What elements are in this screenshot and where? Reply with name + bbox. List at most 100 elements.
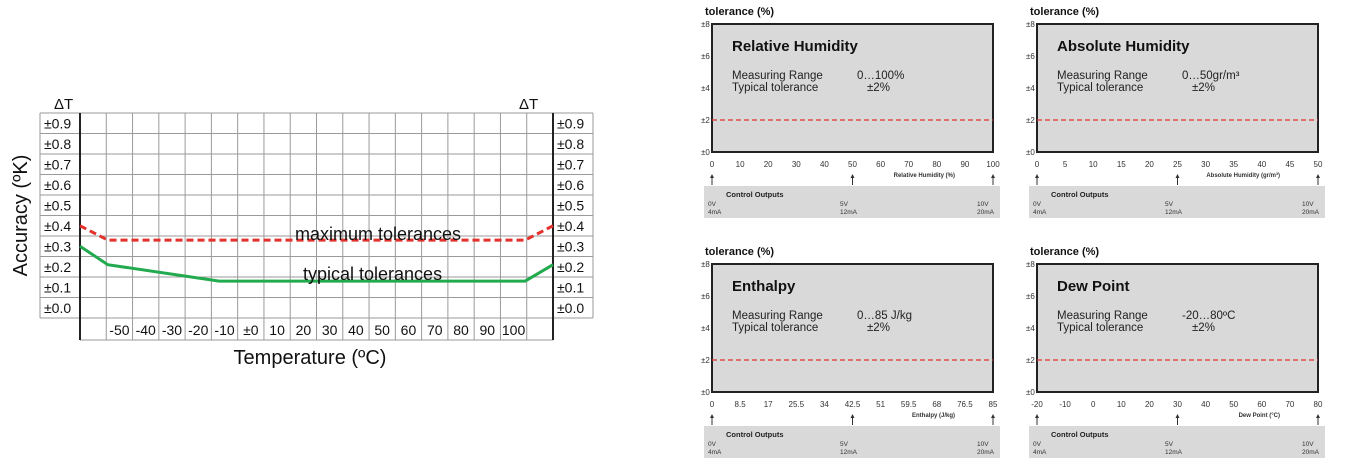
panel-output-current: 12mA xyxy=(1165,449,1183,456)
y-tick-label-left: ±0.6 xyxy=(44,177,71,193)
panel-y-tick-label: ±0 xyxy=(1026,148,1035,157)
panel-xlabel: Enthalpy (J/kg) xyxy=(912,413,955,419)
panel-y-tick-label: ±8 xyxy=(701,260,710,269)
panel-tolerance-value: ±2% xyxy=(1192,82,1215,94)
y-tick-label-right: ±0.8 xyxy=(557,136,584,152)
panel-control-outputs-title: Control Outputs xyxy=(726,430,784,439)
y-axis-header-right: ΔT xyxy=(519,96,538,113)
panel-title: Dew Point xyxy=(1057,278,1130,295)
panel-output-voltage: 5V xyxy=(1165,201,1174,208)
panel-x-tick-label: 76.5 xyxy=(957,400,973,409)
x-tick-label: 80 xyxy=(453,322,469,338)
panel-x-tick-label: 45 xyxy=(1285,160,1294,169)
y-tick-label-left: ±0.7 xyxy=(44,156,71,172)
panel-x-tick-label: 20 xyxy=(1145,400,1154,409)
panel-ylabel: tolerance (%) xyxy=(705,246,774,258)
panel-arrow-head xyxy=(1175,174,1180,178)
panel-arrow-head xyxy=(1035,174,1039,178)
y-axis-header-left: ΔT xyxy=(54,96,73,113)
panel-output-voltage: 0V xyxy=(708,201,717,208)
panel-output-current: 12mA xyxy=(840,209,858,216)
panel-tolerance-label: Typical tolerance xyxy=(732,82,818,94)
panel-plot-box xyxy=(1036,23,1319,153)
x-tick-label: -10 xyxy=(214,322,234,338)
panel-output-current: 12mA xyxy=(1165,209,1183,216)
panel-x-tick-label: 20 xyxy=(1145,160,1154,169)
y-tick-label-right: ±0.7 xyxy=(557,156,584,172)
panel-absolute-humidity: tolerance (%) ±0 ±2 ±4 ±6 ±8 Absolute Humidity… xyxy=(1025,2,1345,232)
panel-x-tick-label: 0 xyxy=(710,400,715,409)
panel-x-tick-label: 60 xyxy=(1257,400,1266,409)
panel-tolerance-label: Typical tolerance xyxy=(1057,82,1143,94)
panel-x-tick-label: 25.5 xyxy=(789,400,805,409)
panel-x-tick-label: 50 xyxy=(1314,160,1323,169)
panel-plot-box xyxy=(711,263,994,393)
panel-output-voltage: 5V xyxy=(840,441,849,448)
series-label-maximum: maximum tolerances xyxy=(295,224,461,244)
panel-x-tick-label: 40 xyxy=(1201,400,1210,409)
panel-range-label: Measuring Range xyxy=(732,70,823,82)
panel-ylabel: tolerance (%) xyxy=(1030,246,1099,258)
panel-y-tick-label: ±8 xyxy=(701,20,710,29)
x-tick-label: 60 xyxy=(401,322,417,338)
panel-output-current: 4mA xyxy=(1033,209,1047,216)
panel-x-tick-label: 30 xyxy=(792,160,801,169)
panel-output-voltage: 0V xyxy=(708,441,717,448)
panel-x-tick-label: 80 xyxy=(932,160,941,169)
panel-x-tick-label: 68 xyxy=(932,400,941,409)
x-tick-label: 50 xyxy=(374,322,390,338)
panel-y-tick-label: ±2 xyxy=(701,116,710,125)
x-tick-label: -50 xyxy=(109,322,129,338)
y-tick-label-right: ±0.0 xyxy=(557,300,584,316)
panel-relative-humidity: tolerance (%) ±0 ±2 ±4 ±6 ±8 Relative Humidity… xyxy=(700,2,1020,232)
x-tick-label: 40 xyxy=(348,322,364,338)
x-tick-label: 30 xyxy=(322,322,338,338)
panel-x-tick-label: 35 xyxy=(1229,160,1238,169)
panel-output-voltage: 10V xyxy=(977,201,989,208)
panel-y-tick-label: ±4 xyxy=(1026,324,1035,333)
panel-y-tick-label: ±2 xyxy=(1026,356,1035,365)
panel-control-outputs-bar xyxy=(1029,426,1325,458)
panel-output-voltage: 0V xyxy=(1033,441,1042,448)
panel-plot-box xyxy=(711,23,994,153)
panel-arrow-head xyxy=(1316,414,1320,418)
x-tick-label: -20 xyxy=(188,322,208,338)
panel-output-voltage: 0V xyxy=(1033,201,1042,208)
x-tick-label: -40 xyxy=(136,322,156,338)
panel-x-tick-label: 17 xyxy=(764,400,773,409)
panel-x-tick-label: 70 xyxy=(904,160,913,169)
panel-range-label: Measuring Range xyxy=(732,310,823,322)
panel-tolerance-label: Typical tolerance xyxy=(732,322,818,334)
panel-tolerance-label: Typical tolerance xyxy=(1057,322,1143,334)
panel-range-value: 0…85 J/kg xyxy=(857,310,912,322)
panel-x-tick-label: 10 xyxy=(1089,160,1098,169)
panel-x-tick-label: 0 xyxy=(1035,160,1040,169)
x-tick-label: 100 xyxy=(502,322,526,338)
panel-output-voltage: 10V xyxy=(1302,201,1314,208)
panel-x-tick-label: 8.5 xyxy=(735,400,747,409)
panel-output-voltage: 10V xyxy=(1302,441,1314,448)
panel-y-tick-label: ±6 xyxy=(701,292,710,301)
x-axis-title: Temperature (ºC) xyxy=(234,347,387,369)
panel-x-tick-label: 10 xyxy=(736,160,745,169)
panel-y-tick-label: ±2 xyxy=(1026,116,1035,125)
y-tick-label-left: ±0.2 xyxy=(44,259,71,275)
panel-x-tick-label: -10 xyxy=(1059,400,1071,409)
y-tick-label-right: ±0.4 xyxy=(557,218,584,234)
panel-control-outputs-bar xyxy=(704,426,1000,458)
panel-control-outputs-title: Control Outputs xyxy=(1051,430,1109,439)
panel-xlabel: Relative Humidity (%) xyxy=(894,173,955,179)
panel-output-voltage: 10V xyxy=(977,441,989,448)
y-tick-label-left: ±0.9 xyxy=(44,115,71,131)
panel-x-tick-label: 70 xyxy=(1285,400,1294,409)
panel-x-tick-label: 59.5 xyxy=(901,400,917,409)
panel-x-tick-label: 0 xyxy=(710,160,715,169)
panel-control-outputs-bar xyxy=(1029,186,1325,218)
panel-x-tick-label: 90 xyxy=(960,160,969,169)
panel-output-current: 12mA xyxy=(840,449,858,456)
panel-title: Enthalpy xyxy=(732,278,796,295)
panel-y-tick-label: ±0 xyxy=(701,148,710,157)
panel-arrow-head xyxy=(991,414,995,418)
panel-x-tick-label: 15 xyxy=(1117,160,1126,169)
panel-tolerance-value: ±2% xyxy=(867,82,890,94)
